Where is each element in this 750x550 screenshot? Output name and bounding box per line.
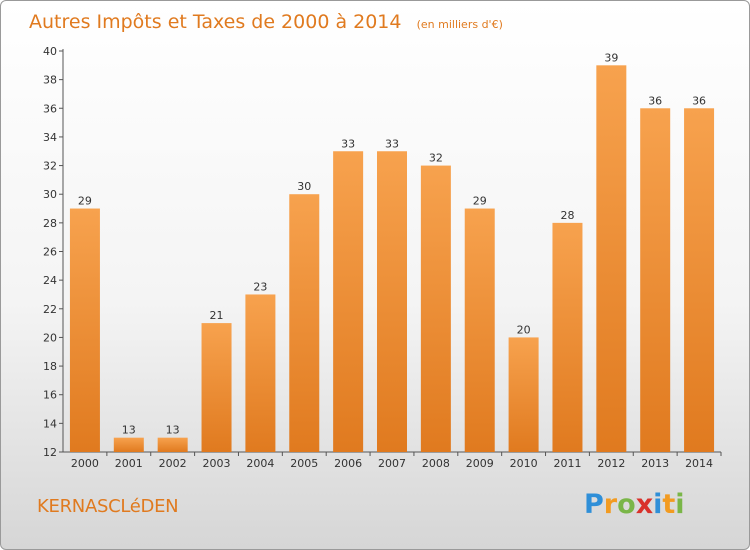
x-tick-label-2003: 2003 bbox=[203, 457, 231, 470]
x-tick-label-2011: 2011 bbox=[553, 457, 581, 470]
y-tick-label: 32 bbox=[43, 160, 57, 173]
x-tick-label-2010: 2010 bbox=[510, 457, 538, 470]
value-label-2004: 23 bbox=[253, 280, 267, 293]
x-tick-label-2002: 2002 bbox=[159, 457, 187, 470]
value-label-2001: 13 bbox=[122, 424, 136, 437]
axes: 12 14 16 18 20 22 24 26 28 30 32 34 36 38 40 2000 2001 20… bbox=[43, 45, 722, 470]
logo-letter: P bbox=[584, 489, 604, 520]
bar-2011 bbox=[552, 222, 583, 452]
value-label-2000: 29 bbox=[78, 195, 92, 208]
y-tick-label: 18 bbox=[43, 360, 57, 373]
y-tick-label: 24 bbox=[43, 274, 57, 287]
value-label-2003: 21 bbox=[210, 309, 224, 322]
x-tick-label-2006: 2006 bbox=[334, 457, 362, 470]
x-tick-label-2005: 2005 bbox=[290, 457, 318, 470]
logo-letter: t bbox=[662, 489, 676, 520]
x-tick-label-2012: 2012 bbox=[597, 457, 625, 470]
x-tick-label-2013: 2013 bbox=[641, 457, 669, 470]
value-label-2002: 13 bbox=[166, 424, 180, 437]
chart-title: Autres Impôts et Taxes de 2000 à 2014 (e… bbox=[29, 11, 503, 33]
bar-2002 bbox=[157, 437, 188, 452]
proxiti-logo: Proxiti bbox=[584, 489, 685, 520]
y-tick-label: 22 bbox=[43, 303, 57, 316]
y-tick-label: 28 bbox=[43, 217, 57, 230]
bar-2001 bbox=[113, 437, 144, 452]
x-tick-label-2008: 2008 bbox=[422, 457, 450, 470]
bar-2000 bbox=[69, 208, 100, 452]
x-tick-label-2007: 2007 bbox=[378, 457, 406, 470]
bar-2014 bbox=[684, 108, 715, 453]
y-tick-label: 34 bbox=[43, 131, 57, 144]
y-tick-label: 38 bbox=[43, 74, 57, 87]
bar-2013 bbox=[640, 108, 671, 453]
bar-2010 bbox=[508, 337, 539, 452]
value-label-2009: 29 bbox=[473, 195, 487, 208]
commune-name: KERNASCLéDEN bbox=[37, 496, 179, 517]
y-tick-label: 36 bbox=[43, 102, 57, 115]
value-label-2014: 36 bbox=[692, 94, 706, 107]
y-tick-label: 26 bbox=[43, 246, 57, 259]
bar-2003 bbox=[201, 323, 232, 452]
logo-letter: i bbox=[653, 489, 663, 520]
logo-letter: o bbox=[617, 489, 636, 520]
bar-2009 bbox=[464, 208, 495, 452]
bar-2006 bbox=[333, 151, 364, 452]
y-tick-label: 20 bbox=[43, 331, 57, 344]
bar-2005 bbox=[289, 194, 320, 452]
logo-letter: x bbox=[635, 489, 654, 520]
bar-2004 bbox=[245, 294, 276, 452]
value-label-2010: 20 bbox=[517, 323, 531, 336]
value-label-2006: 33 bbox=[341, 137, 355, 150]
y-tick-label: 30 bbox=[43, 188, 57, 201]
x-tick-label-2001: 2001 bbox=[115, 457, 143, 470]
bar-2012 bbox=[596, 65, 627, 453]
logo-letter: i bbox=[675, 489, 685, 520]
logo-letter: r bbox=[603, 489, 618, 520]
bar-2007 bbox=[377, 151, 407, 452]
y-tick-label: 12 bbox=[43, 446, 57, 459]
y-tick-label: 14 bbox=[43, 417, 57, 430]
bar-2008 bbox=[420, 165, 451, 453]
value-label-2007: 33 bbox=[385, 137, 399, 150]
chart-title-unit: (en milliers d'€) bbox=[417, 18, 503, 31]
bars: 29 13 13 21 23 30 33 33 32 29 20 28 39 36 36 bbox=[69, 51, 715, 453]
value-label-2008: 32 bbox=[429, 152, 443, 165]
chart-title-main: Autres Impôts et Taxes de 2000 à 2014 bbox=[29, 11, 402, 33]
value-label-2013: 36 bbox=[648, 94, 662, 107]
value-label-2005: 30 bbox=[297, 180, 311, 193]
x-tick-label-2009: 2009 bbox=[466, 457, 494, 470]
value-label-2012: 39 bbox=[604, 51, 618, 64]
value-label-2011: 28 bbox=[560, 209, 574, 222]
y-tick-label: 40 bbox=[43, 45, 57, 58]
x-tick-label-2000: 2000 bbox=[71, 457, 99, 470]
x-tick-label-2004: 2004 bbox=[246, 457, 274, 470]
y-tick-label: 16 bbox=[43, 389, 57, 402]
x-tick-label-2014: 2014 bbox=[685, 457, 713, 470]
